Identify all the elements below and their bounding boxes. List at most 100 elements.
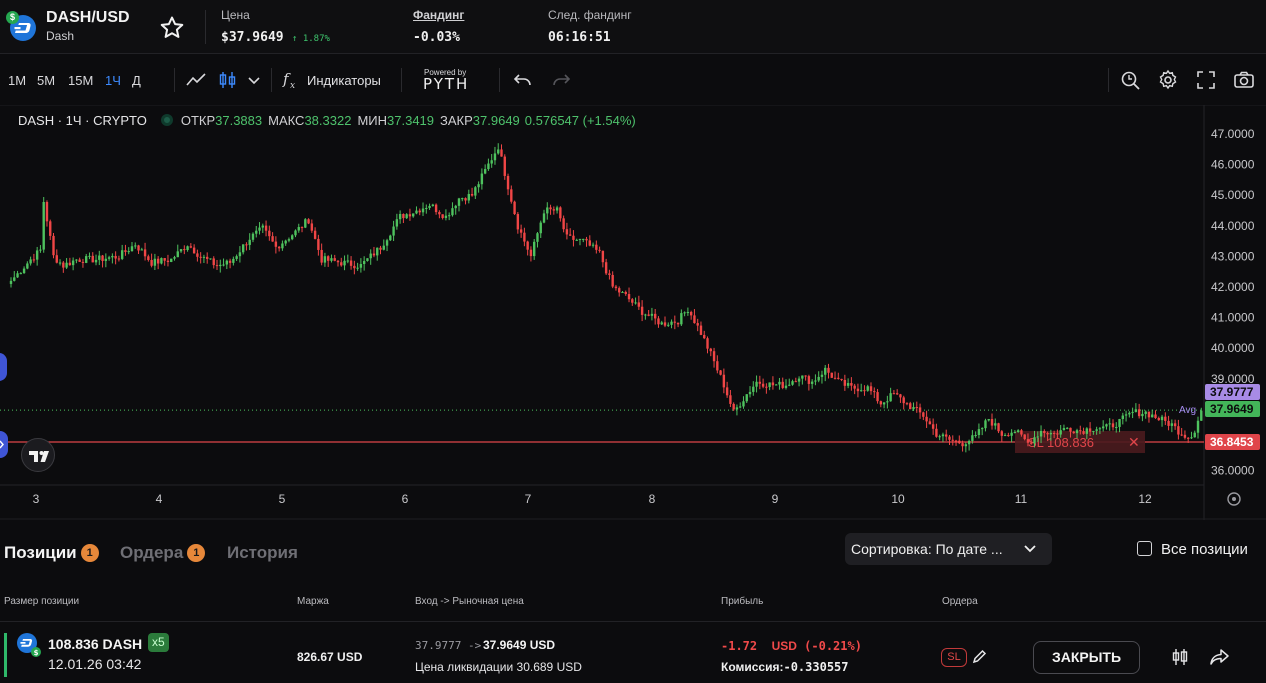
- candle-body: [647, 314, 650, 316]
- stop-loss-line-label[interactable]: SL 108.836: [1028, 435, 1094, 450]
- candle-body: [895, 393, 899, 395]
- candle-body: [183, 249, 186, 251]
- sidebar-expand-handle[interactable]: [0, 431, 8, 458]
- indicators-button[interactable]: Индикаторы: [307, 73, 381, 88]
- candle-body: [258, 227, 261, 231]
- avg-price-tag: 37.9777: [1210, 385, 1254, 399]
- candle-body: [111, 255, 114, 258]
- candle-body: [1131, 411, 1134, 413]
- candle-body: [709, 348, 712, 352]
- tab-history[interactable]: История: [227, 543, 298, 562]
- candle-body: [291, 235, 294, 240]
- candle-body: [892, 393, 896, 395]
- price-chart[interactable]: Avg SL 108.836 ✕ 47.0000 46.0000 45.0000 44.…: [0, 105, 1266, 520]
- pair-symbol[interactable]: DASH/USD: [46, 9, 130, 26]
- quick-search-icon[interactable]: [1119, 69, 1141, 91]
- stop-loss-badge[interactable]: SL: [941, 648, 967, 667]
- candle-body: [120, 250, 124, 259]
- y-tick-label: 39.0000: [1211, 372, 1255, 386]
- candle-body: [748, 391, 752, 395]
- col-entry: Вход -> Рыночная цена: [415, 596, 524, 607]
- settings-gear-icon[interactable]: [1157, 69, 1179, 91]
- stop-loss-remove-icon[interactable]: ✕: [1128, 435, 1140, 451]
- timeframe-5m[interactable]: 5M: [37, 73, 56, 88]
- drawing-toolbar-toggle[interactable]: [0, 353, 7, 381]
- x-tick-label: 7: [525, 492, 532, 506]
- candle-body: [614, 286, 618, 289]
- candle-body: [124, 250, 127, 252]
- svg-text:f: f: [282, 70, 291, 88]
- fullscreen-icon[interactable]: [1195, 69, 1217, 91]
- candle-body: [150, 259, 153, 266]
- close-position-button[interactable]: ЗАКРЫТЬ: [1033, 641, 1140, 674]
- candle-body: [241, 244, 245, 253]
- timeframe-day[interactable]: Д: [132, 73, 141, 88]
- chart-settings-icon[interactable]: [1227, 492, 1241, 506]
- funding-label[interactable]: Фандинг: [413, 8, 465, 22]
- tradingview-logo-icon[interactable]: [21, 438, 55, 472]
- candle-body: [428, 205, 431, 208]
- candle-body: [676, 322, 680, 325]
- tab-orders[interactable]: Ордера 1: [120, 543, 206, 563]
- candles-icon[interactable]: [217, 69, 239, 91]
- candle-body: [840, 378, 843, 380]
- candle-body: [1023, 434, 1026, 440]
- redo-icon[interactable]: [550, 69, 572, 91]
- tab-positions[interactable]: Позиции 1: [4, 543, 99, 563]
- favorite-star-icon[interactable]: [159, 15, 185, 41]
- all-positions-checkbox[interactable]: [1137, 541, 1152, 556]
- candle-body: [729, 395, 732, 404]
- candle-body: [761, 383, 765, 387]
- candle-body: [1141, 413, 1144, 417]
- pnl-value: -1.72: [721, 639, 758, 653]
- timeframe-1m[interactable]: 1M: [8, 73, 27, 88]
- candle-body: [578, 238, 582, 240]
- candle-body: [238, 252, 242, 257]
- legend-high: 38.3322: [304, 113, 352, 128]
- candle-body: [307, 219, 310, 224]
- candle-body: [853, 385, 856, 389]
- candle-body: [497, 149, 500, 154]
- candle-body: [634, 302, 637, 304]
- timeframe-15m[interactable]: 15M: [68, 73, 94, 88]
- line-chart-icon[interactable]: [185, 69, 207, 91]
- candle-body: [735, 407, 739, 410]
- candle-body: [343, 260, 346, 266]
- candle-body: [356, 267, 359, 269]
- chevron-down-icon: [1024, 545, 1036, 553]
- x-tick-label: 11: [1015, 492, 1028, 506]
- candle-body: [810, 381, 814, 384]
- undo-icon[interactable]: [512, 69, 534, 91]
- candle-body: [533, 241, 536, 257]
- header-divider: [205, 10, 206, 44]
- sort-dropdown[interactable]: Сортировка: По дате ...: [845, 533, 1052, 565]
- position-fee: Комиссия:-0.330557: [721, 660, 849, 674]
- candle-body: [948, 436, 951, 440]
- candle-body: [1157, 418, 1160, 421]
- share-arrow-icon[interactable]: [1209, 647, 1230, 667]
- candle-body: [470, 194, 474, 196]
- candle-body: [794, 381, 797, 383]
- chart-type-dropdown-icon[interactable]: [243, 69, 265, 91]
- candle-body: [905, 403, 909, 405]
- candle-body: [333, 258, 336, 261]
- candle-body: [565, 229, 569, 235]
- chart-candles-icon[interactable]: [1170, 647, 1190, 667]
- timeframe-1h[interactable]: 1Ч: [105, 73, 121, 88]
- candle-body: [457, 198, 461, 206]
- position-row[interactable]: $ 108.836 DASH x5 12.01.26 03:42 826.67 …: [0, 622, 1266, 683]
- candle-body: [725, 387, 729, 396]
- camera-screenshot-icon[interactable]: [1233, 69, 1255, 91]
- candle-body: [359, 263, 363, 268]
- candle-body: [928, 421, 932, 425]
- candle-body: [516, 214, 520, 230]
- all-positions-toggle[interactable]: Все позиции: [1137, 541, 1248, 558]
- candle-body: [739, 406, 742, 408]
- candle-body: [179, 249, 183, 252]
- y-tick-label: 43.0000: [1211, 249, 1255, 263]
- edit-pencil-icon[interactable]: [971, 648, 988, 665]
- candle-body: [209, 258, 212, 260]
- candle-body: [752, 386, 755, 392]
- candle-body: [1173, 423, 1177, 427]
